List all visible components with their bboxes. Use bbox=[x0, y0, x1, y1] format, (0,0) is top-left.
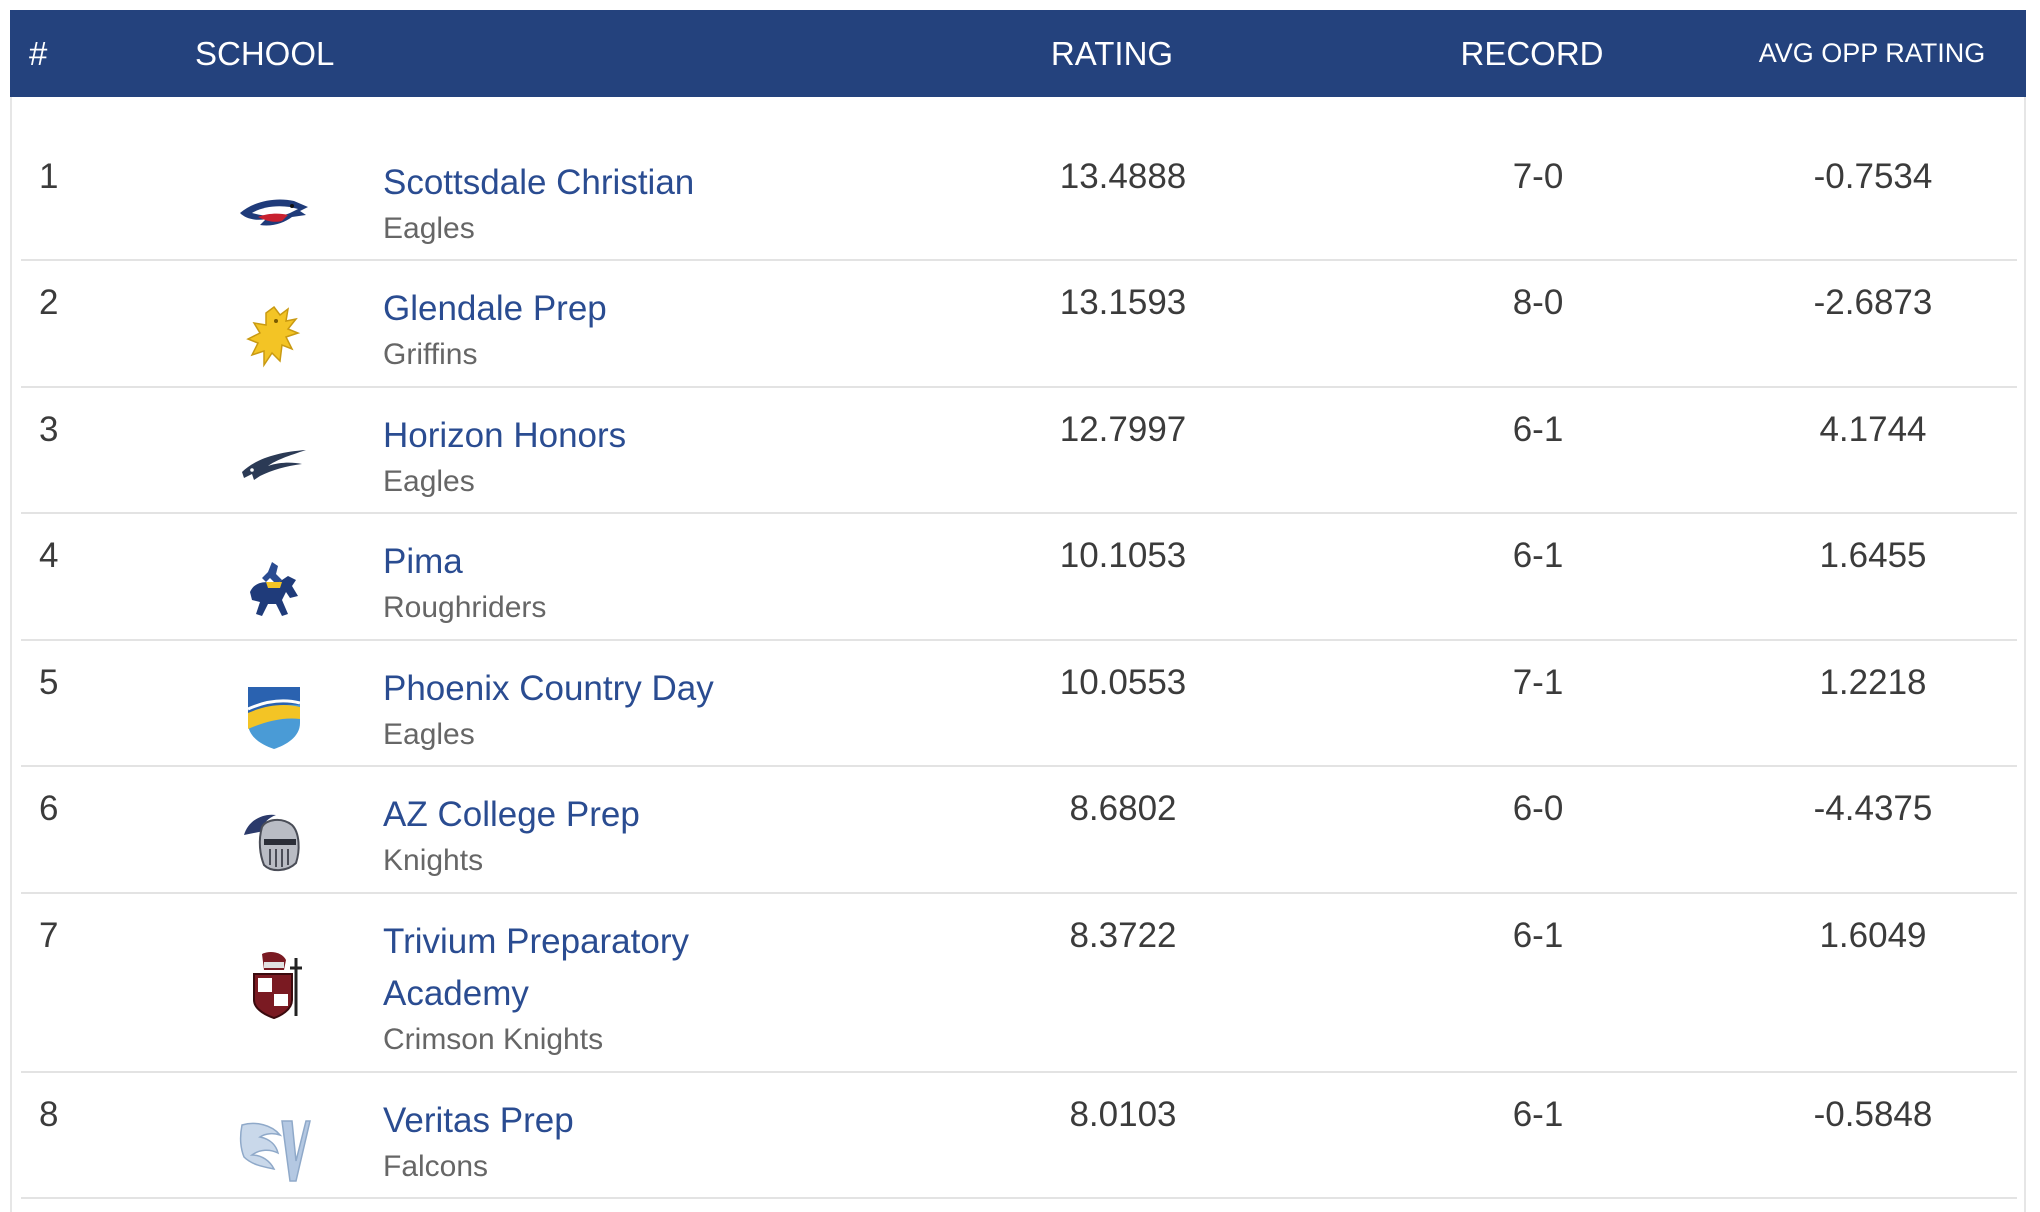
school-names: AZ College Prep Knights bbox=[383, 789, 903, 881]
avg-opp-rating-cell: -2.6873 bbox=[1813, 283, 1933, 322]
bucking-horse-icon bbox=[250, 562, 298, 616]
rating-cell: 10.1053 bbox=[1059, 536, 1187, 575]
school-link[interactable]: Scottsdale Christian bbox=[383, 163, 695, 202]
mascot-label: Knights bbox=[383, 844, 484, 877]
rating-cell: 13.1593 bbox=[1059, 283, 1187, 322]
eagle-head-icon bbox=[240, 199, 308, 226]
school-link[interactable]: Veritas Prep bbox=[383, 1101, 574, 1140]
table-row: 5 Phoenix Country Day Eagles 10.0553 7-1… bbox=[21, 641, 2017, 767]
school-names: Veritas Prep Falcons bbox=[383, 1095, 903, 1187]
header-school[interactable]: SCHOOL bbox=[195, 35, 335, 72]
rank-cell: 8 bbox=[39, 1095, 59, 1134]
header-avg-opp-rating[interactable]: AVG OPP RATING bbox=[1758, 38, 1986, 68]
rank-cell: 5 bbox=[39, 663, 59, 702]
school-link[interactable]: Glendale Prep bbox=[383, 289, 607, 328]
avg-opp-rating-cell: 1.6049 bbox=[1819, 916, 1927, 955]
mascot-label: Crimson Knights bbox=[383, 1023, 604, 1056]
rating-cell: 8.0103 bbox=[1069, 1095, 1177, 1134]
mascot-label: Eagles bbox=[383, 212, 475, 245]
table-row: 1 Scottsdale Christian Eagles 13.4888 7-… bbox=[21, 135, 2017, 261]
table-row: 8 Veritas Prep Falcons 8.0103 6-1 -0.584… bbox=[21, 1073, 2017, 1199]
header-rank[interactable]: # bbox=[29, 35, 48, 72]
school-link[interactable]: Horizon Honors bbox=[383, 416, 627, 455]
rank-cell: 2 bbox=[39, 283, 59, 322]
record-cell: 7-1 bbox=[1512, 663, 1564, 702]
rank-cell: 7 bbox=[39, 916, 59, 955]
rank-cell: 1 bbox=[39, 157, 59, 196]
record-cell: 6-1 bbox=[1512, 1095, 1564, 1134]
rank-cell: 4 bbox=[39, 536, 59, 575]
mascot-label: Griffins bbox=[383, 338, 478, 371]
record-cell: 6-1 bbox=[1512, 916, 1564, 955]
school-names: Horizon Honors Eagles bbox=[383, 410, 903, 502]
school-names: Glendale Prep Griffins bbox=[383, 283, 903, 375]
crimson-knight-icon bbox=[253, 952, 302, 1020]
table-body: 1 Scottsdale Christian Eagles 13.4888 7-… bbox=[21, 135, 2017, 1199]
table-row: 4 Pima Roughriders 10.1053 6-1 1.6455 bbox=[21, 514, 2017, 641]
griffin-icon bbox=[246, 305, 301, 368]
school-names: Pima Roughriders bbox=[383, 536, 903, 628]
rating-cell: 13.4888 bbox=[1059, 157, 1187, 196]
table-row: 2 Glendale Prep Griffins 13.1593 8-0 -2.… bbox=[21, 261, 2017, 388]
table-frame bbox=[10, 10, 2026, 1212]
header-record[interactable]: RECORD bbox=[1460, 35, 1604, 72]
avg-opp-rating-cell: 1.6455 bbox=[1819, 536, 1927, 575]
table-row: 7 Trivium Preparatory Academy Crimson Kn… bbox=[21, 894, 2017, 1073]
eagle-swoosh-icon bbox=[242, 450, 306, 480]
rating-cell: 8.6802 bbox=[1069, 789, 1177, 828]
school-link[interactable]: Phoenix Country Day bbox=[383, 669, 714, 708]
mascot-label: Eagles bbox=[383, 465, 475, 498]
school-names: Phoenix Country Day Eagles bbox=[383, 663, 903, 755]
rating-cell: 12.7997 bbox=[1059, 410, 1187, 449]
avg-opp-rating-cell: -0.7534 bbox=[1813, 157, 1933, 196]
record-cell: 7-0 bbox=[1512, 157, 1564, 196]
avg-opp-rating-cell: -4.4375 bbox=[1813, 789, 1933, 828]
rank-cell: 3 bbox=[39, 410, 59, 449]
record-cell: 6-1 bbox=[1512, 536, 1564, 575]
school-link[interactable]: Trivium Preparatory bbox=[383, 922, 689, 961]
avg-opp-rating-cell: 1.2218 bbox=[1819, 663, 1927, 702]
school-link[interactable]: AZ College Prep bbox=[383, 795, 640, 834]
record-cell: 6-1 bbox=[1512, 410, 1564, 449]
mascot-label: Falcons bbox=[383, 1150, 489, 1183]
school-link[interactable]: Pima bbox=[383, 542, 463, 581]
school-names: Scottsdale Christian Eagles bbox=[383, 157, 903, 249]
school-link[interactable]: Academy bbox=[383, 974, 529, 1013]
avg-opp-rating-cell: -0.5848 bbox=[1813, 1095, 1933, 1134]
avg-opp-rating-cell: 4.1744 bbox=[1819, 410, 1927, 449]
mascot-label: Eagles bbox=[383, 718, 475, 751]
table-row: 6 AZ College Prep Knights 8.6802 6-0 -4.… bbox=[21, 767, 2017, 894]
rating-cell: 8.3722 bbox=[1069, 916, 1177, 955]
table-row: 3 Horizon Honors Eagles 12.7997 6-1 4.17… bbox=[21, 388, 2017, 514]
record-cell: 8-0 bbox=[1512, 283, 1564, 322]
rating-cell: 10.0553 bbox=[1059, 663, 1187, 702]
falcon-v-icon bbox=[239, 1120, 311, 1182]
record-cell: 6-0 bbox=[1512, 789, 1564, 828]
table-header: # SCHOOL RATING RECORD AVG OPP RATING bbox=[10, 10, 2026, 97]
shield-icon bbox=[247, 687, 301, 749]
header-rating[interactable]: RATING bbox=[1050, 35, 1174, 72]
knight-helmet-icon bbox=[244, 814, 300, 871]
school-names: Trivium Preparatory Academy Crimson Knig… bbox=[383, 916, 903, 1060]
rank-cell: 6 bbox=[39, 789, 59, 828]
mascot-label: Roughriders bbox=[383, 591, 547, 624]
